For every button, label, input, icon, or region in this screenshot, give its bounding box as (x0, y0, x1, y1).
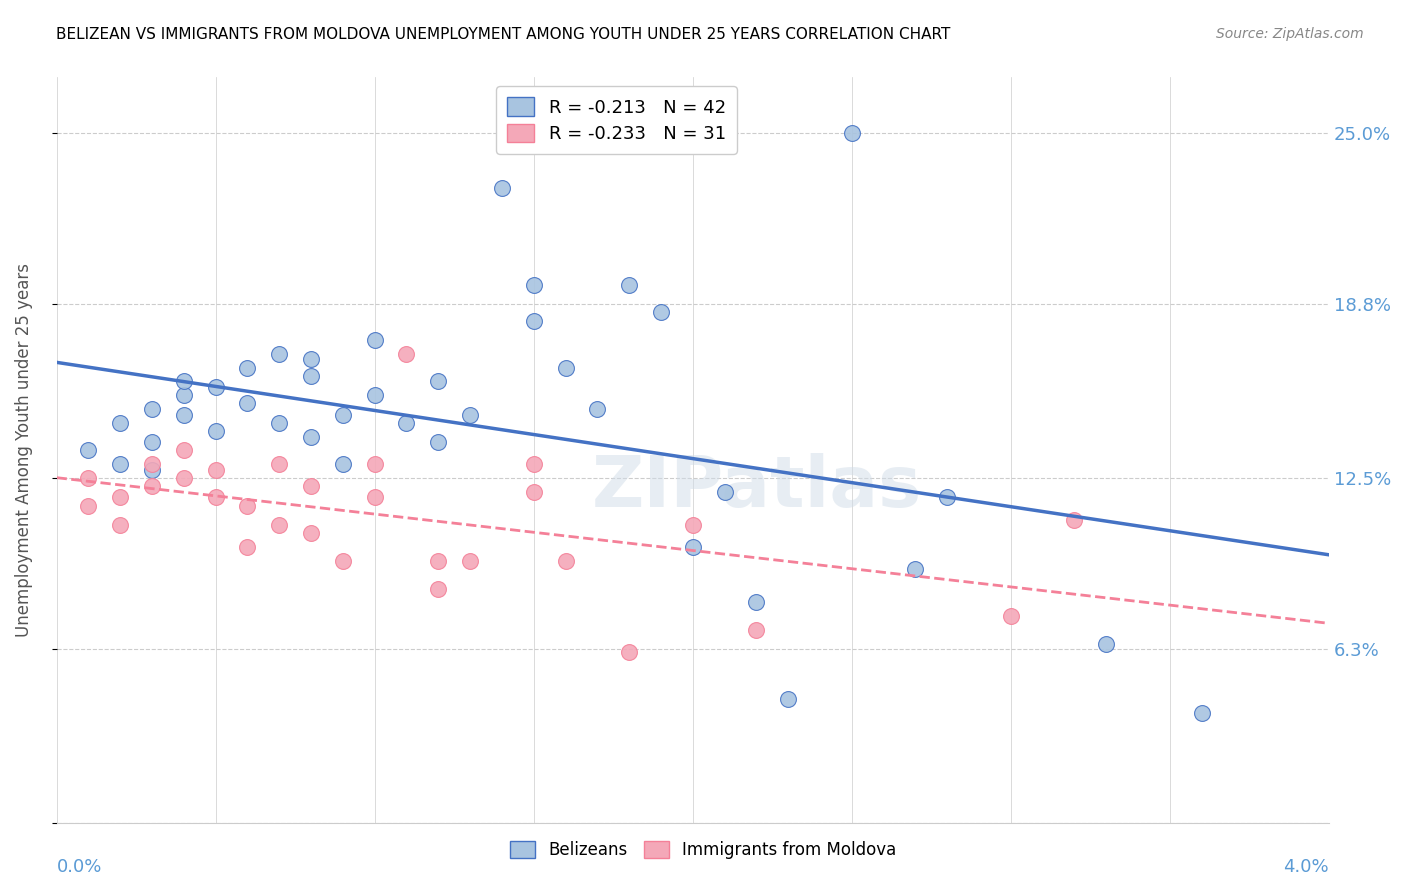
Point (77, 471, 100, 485)
Point (269, 416, 291, 430)
Point (332, 408, 354, 422)
Point (77, 499, 100, 513)
Point (269, 457, 291, 471)
Point (332, 554, 354, 568)
Point (236, 540, 259, 554)
Point (110, 416, 132, 430)
Point (458, 408, 481, 422)
Point (778, 692, 800, 706)
Point (491, 181, 513, 195)
Point (204, 424, 226, 438)
Point (1000, 609, 1022, 624)
Point (427, 554, 450, 568)
Text: Source: ZipAtlas.com: Source: ZipAtlas.com (1216, 27, 1364, 41)
Point (204, 463, 226, 477)
Point (173, 471, 195, 485)
Point (236, 499, 259, 513)
Y-axis label: Unemployment Among Youth under 25 years: Unemployment Among Youth under 25 years (15, 263, 32, 638)
Text: 0.0%: 0.0% (56, 858, 103, 876)
Point (586, 402, 609, 417)
Point (77, 443, 100, 458)
Point (458, 554, 481, 568)
Point (650, 305, 672, 319)
Legend: Belizeans, Immigrants from Moldova: Belizeans, Immigrants from Moldova (503, 834, 903, 866)
Point (141, 457, 163, 471)
Point (395, 416, 418, 430)
Text: ZIPatlas: ZIPatlas (592, 453, 921, 522)
Point (427, 375, 450, 389)
Point (173, 443, 195, 458)
Point (936, 491, 959, 505)
Point (299, 526, 322, 541)
Point (141, 435, 163, 450)
Point (363, 457, 385, 471)
Point (299, 430, 322, 444)
Point (841, 126, 863, 140)
Point (1063, 512, 1085, 526)
Point (395, 347, 418, 361)
Point (523, 484, 546, 499)
Point (554, 360, 576, 375)
Point (363, 388, 385, 402)
Point (523, 457, 546, 471)
Point (236, 396, 259, 410)
Point (363, 491, 385, 505)
Point (236, 360, 259, 375)
Point (110, 457, 132, 471)
Point (427, 435, 450, 450)
Point (745, 595, 768, 609)
Point (204, 491, 226, 505)
Point (299, 352, 322, 367)
Point (904, 562, 927, 576)
Point (204, 380, 226, 394)
Point (682, 518, 704, 533)
Point (617, 645, 640, 659)
Point (173, 388, 195, 402)
Point (1095, 637, 1118, 651)
Text: 4.0%: 4.0% (1284, 858, 1329, 876)
Point (299, 479, 322, 493)
Point (269, 347, 291, 361)
Legend: R = -0.213   N = 42, R = -0.233   N = 31: R = -0.213 N = 42, R = -0.233 N = 31 (496, 87, 737, 154)
Point (269, 518, 291, 533)
Point (299, 368, 322, 383)
Point (617, 277, 640, 292)
Point (523, 277, 546, 292)
Point (141, 402, 163, 417)
Point (713, 484, 735, 499)
Point (173, 408, 195, 422)
Point (363, 333, 385, 347)
Point (554, 554, 576, 568)
Point (1191, 706, 1213, 720)
Point (173, 375, 195, 389)
Point (110, 491, 132, 505)
Point (427, 582, 450, 596)
Point (682, 540, 704, 554)
Point (141, 479, 163, 493)
Text: BELIZEAN VS IMMIGRANTS FROM MOLDOVA UNEMPLOYMENT AMONG YOUTH UNDER 25 YEARS CORR: BELIZEAN VS IMMIGRANTS FROM MOLDOVA UNEM… (56, 27, 950, 42)
Point (745, 623, 768, 637)
Point (110, 518, 132, 533)
Point (523, 313, 546, 327)
Point (141, 463, 163, 477)
Point (332, 457, 354, 471)
